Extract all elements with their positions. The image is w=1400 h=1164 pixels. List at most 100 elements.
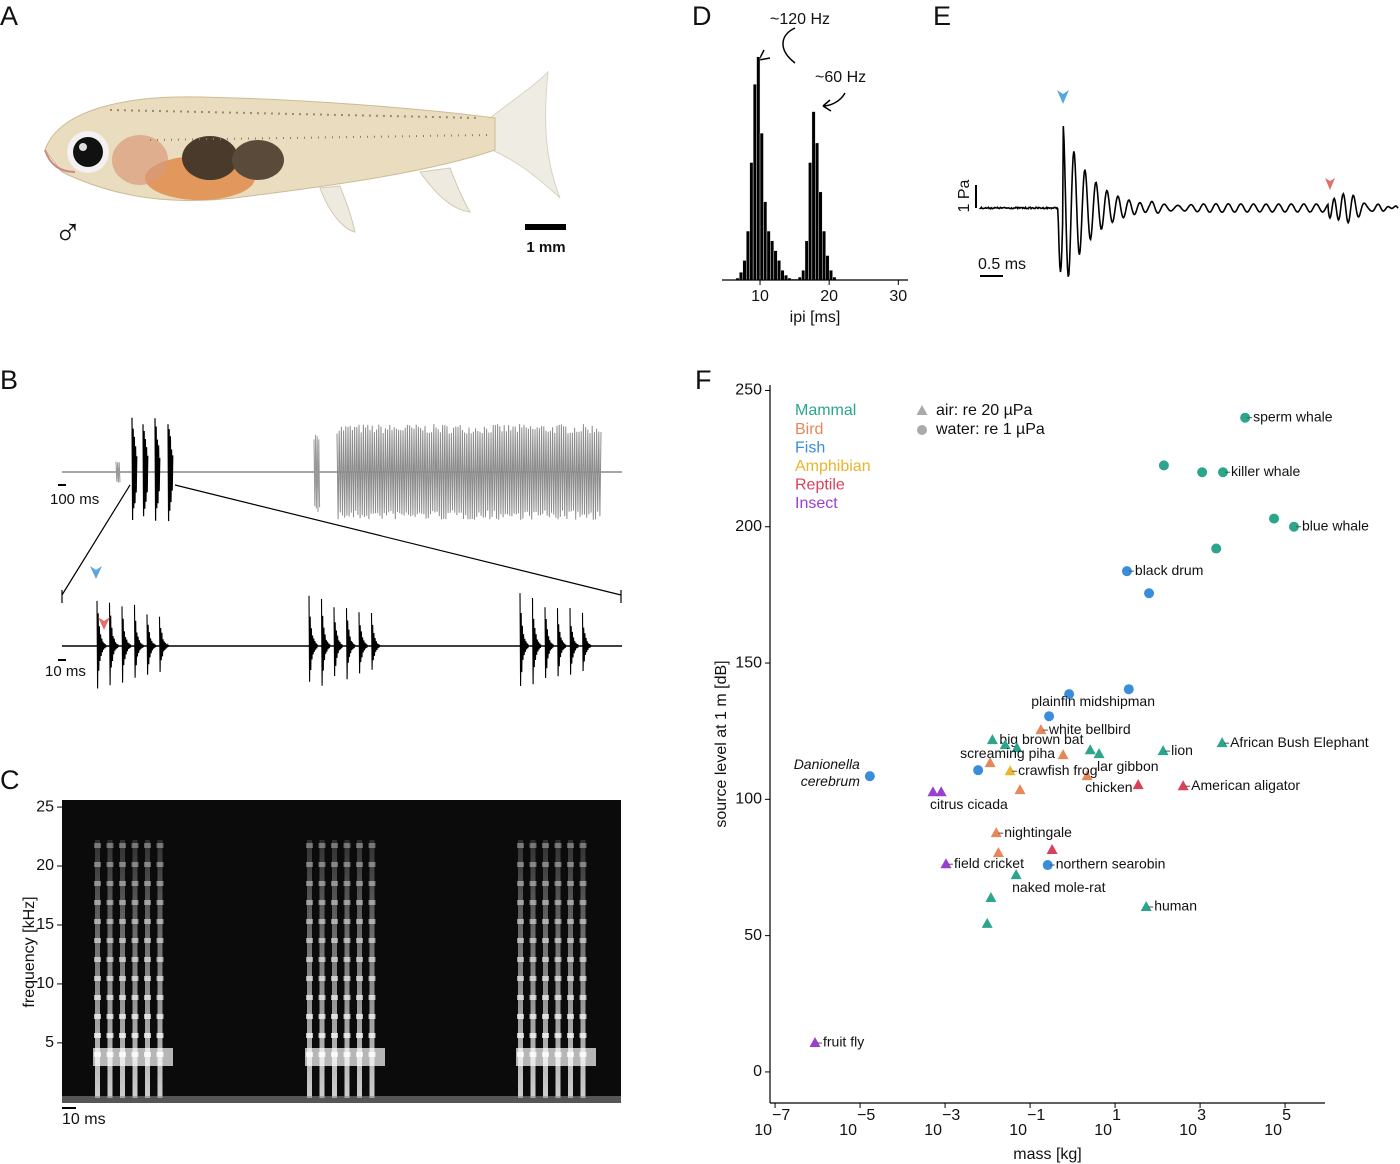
data-point (990, 827, 1002, 838)
arrowhead (90, 566, 102, 579)
spectrogram-harmonic (131, 881, 139, 886)
spectrogram-harmonic (331, 1014, 338, 1019)
waveform (336, 423, 602, 520)
spectrogram-harmonic (318, 1033, 326, 1038)
point-label: Danionella cerebrum (794, 756, 861, 789)
spectrogram-harmonic (368, 862, 376, 867)
histogram-bar (759, 132, 764, 281)
arrowhead (1057, 90, 1069, 104)
waveform (131, 417, 138, 521)
legend-entry: Mammal (795, 402, 856, 419)
data-point (1011, 742, 1023, 753)
spectrogram-harmonic (542, 976, 549, 981)
spectrogram-harmonic (331, 995, 338, 1000)
spectrogram-harmonic (517, 976, 524, 981)
spectrogram-harmonic (119, 957, 126, 962)
spectrogram-stripe (95, 840, 100, 1098)
spectrogram-stripe (332, 840, 337, 1098)
waveform-b (62, 417, 622, 689)
point-label: black drum (1135, 562, 1203, 578)
waveform (320, 598, 331, 686)
spectrogram-harmonic (554, 919, 562, 924)
data-point (1132, 779, 1144, 790)
spectrogram-harmonic (94, 957, 101, 962)
panel-label: F (695, 365, 712, 395)
data-point (1288, 521, 1299, 532)
spectrogram-stripe (357, 840, 362, 1098)
point-label: naked mole-rat (1012, 879, 1105, 895)
spectrogram-harmonic (144, 995, 151, 1000)
fish-illustration (44, 70, 561, 233)
point-label: lion (1171, 742, 1193, 758)
data-point (1004, 765, 1016, 776)
spectrogram-harmonic (567, 881, 574, 886)
waveform (115, 461, 121, 483)
y-tick-label: 20 (36, 857, 54, 874)
y-tick-label: 100 (735, 791, 762, 808)
spectrogram-harmonic (119, 843, 126, 848)
data-point (1140, 901, 1152, 912)
spectrogram-harmonic (343, 995, 351, 1000)
spectrogram-harmonic (306, 862, 313, 867)
spectrogram-harmonic (331, 862, 338, 867)
spectrogram-harmonic (144, 1014, 151, 1019)
legend-marker (916, 405, 928, 415)
spectrogram-harmonic (529, 995, 537, 1000)
histogram-bar (804, 240, 809, 281)
data-point (927, 786, 939, 797)
x-tick-exponent: −7 (772, 1107, 790, 1124)
spectrogram-harmonic (542, 1014, 549, 1019)
spectrogram-harmonic (131, 862, 139, 867)
data-point (973, 765, 984, 776)
spectrogram-harmonic (106, 919, 114, 924)
spectrogram-harmonic (567, 1033, 574, 1038)
spectrogram-harmonic (356, 900, 363, 905)
spectrogram-harmonic (94, 919, 101, 924)
legend-entry: Insect (795, 495, 838, 512)
spectrogram-harmonic (144, 843, 151, 848)
point-label: northern searobin (1056, 856, 1166, 872)
data-point (1177, 780, 1189, 791)
panel-label: C (0, 765, 20, 795)
spectrogram-harmonic (156, 1033, 164, 1038)
waveform (96, 600, 107, 689)
spectrogram-harmonic (529, 919, 537, 924)
spectrogram-harmonic (318, 976, 326, 981)
point-label: human (1154, 898, 1197, 914)
data-point (984, 757, 996, 768)
spectrogram-harmonic (517, 900, 524, 905)
scale-bar-label: 1 mm (526, 239, 565, 256)
spectrogram-stripe (543, 840, 548, 1098)
spectrogram-harmonic (156, 843, 164, 848)
spectrogram-harmonic (529, 938, 537, 943)
spectrogram-stripe (319, 840, 325, 1098)
spectrogram-harmonic (306, 881, 313, 886)
spectrogram-harmonic (554, 1033, 562, 1038)
data-point (1044, 711, 1055, 722)
spectrogram-harmonic (106, 957, 114, 962)
spectrogram-harmonic (131, 919, 139, 924)
spectrogram-harmonic (94, 938, 101, 943)
waveform (531, 597, 542, 685)
spectrogram-harmonic (368, 995, 376, 1000)
spectrogram-harmonic (579, 1014, 587, 1019)
data-point (1197, 467, 1208, 478)
spectrogram-stripe (568, 840, 573, 1098)
data-point (985, 892, 997, 903)
spectrogram-harmonic (554, 881, 562, 886)
legend-entry: Fish (795, 439, 825, 456)
spectrogram-harmonic (517, 957, 524, 962)
scale-bar-label: 0.5 ms (978, 256, 1026, 273)
spectrogram-harmonic (156, 938, 164, 943)
sex-symbol: ♂ (54, 212, 83, 254)
spectrogram-harmonic (331, 957, 338, 962)
spectrogram-stripe (518, 840, 523, 1098)
y-axis-label: frequency [kHz] (21, 896, 38, 1007)
data-point (809, 1037, 821, 1048)
data-point (1158, 460, 1169, 471)
spectrogram-harmonic (306, 957, 313, 962)
spectrogram-harmonic (567, 1014, 574, 1019)
waveform (333, 607, 343, 677)
spectrogram-harmonic (156, 957, 164, 962)
data-point (981, 917, 993, 928)
